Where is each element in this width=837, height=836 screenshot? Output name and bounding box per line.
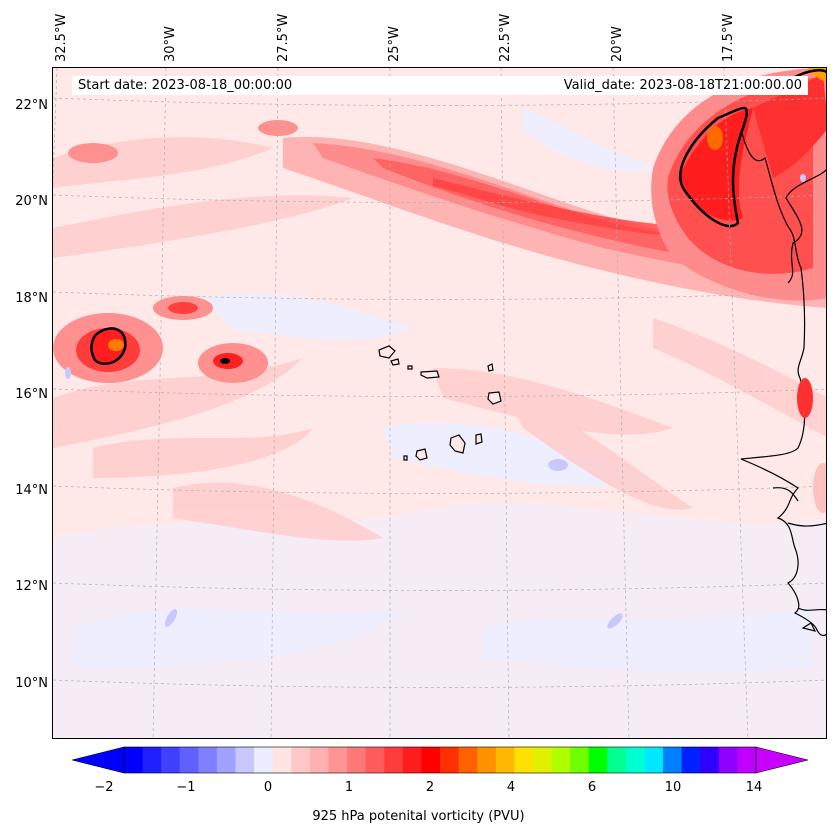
colorbar-cell xyxy=(421,747,441,773)
coastal-pv-patches xyxy=(797,174,826,513)
lon-label-20w: 20°W xyxy=(610,26,625,62)
lat-label-22n: 22°N xyxy=(15,98,48,113)
colorbar xyxy=(71,746,809,774)
colorbar-cell xyxy=(663,747,683,773)
colorbar-cell xyxy=(161,747,181,773)
pv-field-map xyxy=(53,68,826,738)
colorbar-cell xyxy=(551,747,571,773)
pv-vortices-west xyxy=(53,120,298,383)
lon-label-30w: 30°W xyxy=(163,26,178,62)
valid-date-label: Valid_date: 2023-08-18T21:00:00.00 xyxy=(563,78,802,93)
lat-label-10n: 10°N xyxy=(15,676,48,691)
cb-tick-6: 6 xyxy=(587,780,597,795)
colorbar-cell xyxy=(142,747,162,773)
colorbar-under-arrow xyxy=(71,746,125,774)
colorbar-cell xyxy=(254,747,274,773)
lat-label-18n: 18°N xyxy=(15,291,48,306)
colorbar-cell xyxy=(737,747,757,773)
lon-label-22-5w: 22.5°W xyxy=(498,13,513,62)
colorbar-cell xyxy=(514,747,534,773)
colorbar-cell xyxy=(198,747,218,773)
cb-tick-10: 10 xyxy=(664,780,682,795)
colorbar-cell xyxy=(588,747,608,773)
cb-tick-2: 2 xyxy=(425,780,435,795)
colorbar-cell xyxy=(124,747,144,773)
colorbar-cell xyxy=(309,747,329,773)
lon-label-27-5w: 27.5°W xyxy=(276,13,291,62)
start-date-label: Start date: 2023-08-18_00:00:00 xyxy=(78,78,293,93)
graticule xyxy=(53,68,826,738)
colorbar-cell xyxy=(607,747,627,773)
cb-tick-0: 0 xyxy=(263,780,273,795)
cb-tick-14: 14 xyxy=(745,780,763,795)
colorbar-cell xyxy=(347,747,367,773)
cb-tick-4: 4 xyxy=(506,780,516,795)
colorbar-cell xyxy=(365,747,385,773)
colorbar-cell xyxy=(532,747,553,773)
colorbar-cell xyxy=(681,747,701,773)
colorbar-cells xyxy=(71,746,809,774)
colorbar-cell xyxy=(179,747,199,773)
cb-tick-1: 1 xyxy=(344,780,354,795)
colorbar-cell xyxy=(570,747,590,773)
cape-verde-islands xyxy=(378,345,502,461)
cb-tick-neg2: −2 xyxy=(94,780,114,795)
colorbar-cell xyxy=(272,747,292,773)
lat-label-16n: 16°N xyxy=(15,387,48,402)
map-panel[interactable] xyxy=(52,67,827,739)
colorbar-frame xyxy=(123,746,757,774)
colorbar-cell xyxy=(291,747,311,773)
colorbar-cell xyxy=(477,747,497,773)
date-info-box: Start date: 2023-08-18_00:00:00 Valid_da… xyxy=(72,76,808,95)
african-coastline xyxy=(740,129,826,637)
negative-pv-patches xyxy=(53,108,826,738)
colorbar-cell xyxy=(216,747,237,773)
colorbar-cell xyxy=(625,747,645,773)
colorbar-over-arrow xyxy=(755,746,809,774)
colorbar-label: 925 hPa potenital vorticity (PVU) xyxy=(312,809,525,824)
lon-label-32-5w: 32.5°W xyxy=(54,13,69,62)
lat-label-14n: 14°N xyxy=(15,483,48,498)
colorbar-cell xyxy=(700,747,720,773)
colorbar-cell xyxy=(440,747,460,773)
colorbar-cell xyxy=(328,747,348,773)
colorbar-cell xyxy=(402,747,422,773)
lon-label-25w: 25°W xyxy=(387,26,402,62)
lat-label-20n: 20°N xyxy=(15,194,48,209)
pv-high-ne xyxy=(651,68,826,301)
colorbar-cell xyxy=(235,747,255,773)
cb-tick-neg1: −1 xyxy=(176,780,196,795)
colorbar-cell xyxy=(458,747,478,773)
colorbar-cell xyxy=(384,747,404,773)
colorbar-cell xyxy=(495,747,515,773)
lon-label-17-5w: 17.5°W xyxy=(721,13,736,62)
lat-label-12n: 12°N xyxy=(15,579,48,594)
colorbar-cell xyxy=(644,747,664,773)
colorbar-cell xyxy=(718,747,738,773)
